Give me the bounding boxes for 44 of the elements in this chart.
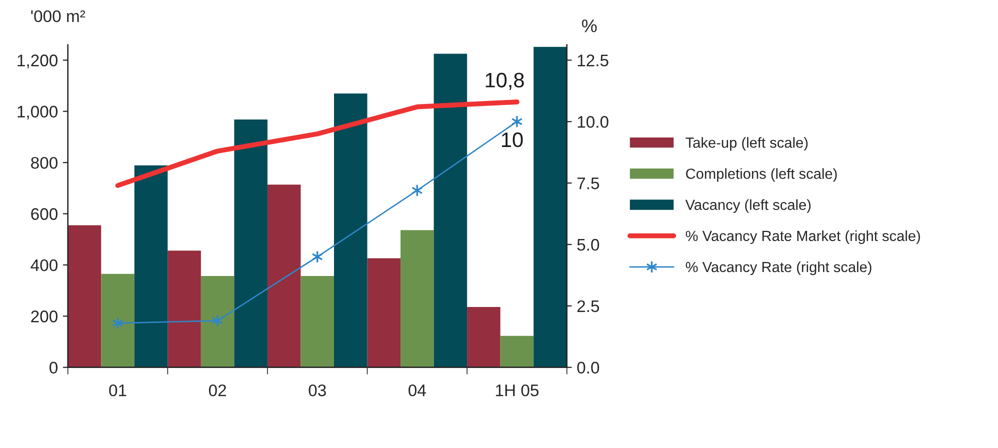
bar xyxy=(267,184,301,368)
bar xyxy=(434,54,468,368)
annotation: 10,8 xyxy=(486,72,524,90)
bar xyxy=(200,276,234,368)
bar xyxy=(400,230,434,368)
y2-tick-label: 0.0 xyxy=(577,362,600,374)
y2-axis-title: % xyxy=(582,20,597,32)
bar xyxy=(134,165,168,368)
y-axis-title: '000 m² xyxy=(31,10,86,22)
x-tick-label: 04 xyxy=(408,384,426,396)
y2-tick-label: 12.5 xyxy=(578,54,608,66)
legend-label: Take-up (left scale) xyxy=(686,137,808,151)
annotation: 10 xyxy=(502,132,523,148)
x-tick-label: 01 xyxy=(109,384,126,396)
y-tick-label: 1,000 xyxy=(18,106,58,120)
point xyxy=(511,115,523,128)
legend-label: Completions (left scale) xyxy=(686,168,837,182)
legend-label: Vacancy (left scale) xyxy=(685,199,811,213)
y-tick-label: 800 xyxy=(31,156,58,169)
x-tick-label: 1H 05 xyxy=(496,384,539,396)
y-tick-label: 0 xyxy=(50,362,58,374)
legend-label: % Vacancy Rate (right scale) xyxy=(686,261,872,276)
bar xyxy=(101,274,134,368)
legend-label: % Vacancy Rate Market (right scale) xyxy=(686,230,920,244)
bar xyxy=(467,306,500,368)
y-tick-label: 1,200 xyxy=(18,54,58,68)
bar xyxy=(300,276,334,368)
bar xyxy=(534,46,567,368)
y-tick-label: 600 xyxy=(31,208,58,220)
y2-tick-label: 2.5 xyxy=(577,300,600,312)
y-tick-label: 400 xyxy=(30,259,58,272)
y-tick-label: 200 xyxy=(31,310,58,322)
bar xyxy=(168,250,201,368)
bar xyxy=(68,225,102,368)
point xyxy=(212,314,224,328)
y2-tick-label: 10.0 xyxy=(578,116,608,128)
x-tick-label: 02 xyxy=(208,384,226,396)
y2-tick-label: 5.0 xyxy=(577,238,600,251)
x-tick-label: 03 xyxy=(308,384,326,396)
bar xyxy=(334,93,368,368)
bar xyxy=(234,120,268,368)
bar xyxy=(500,336,534,368)
y2-tick-label: 7.5 xyxy=(577,178,600,190)
bar xyxy=(367,258,401,368)
